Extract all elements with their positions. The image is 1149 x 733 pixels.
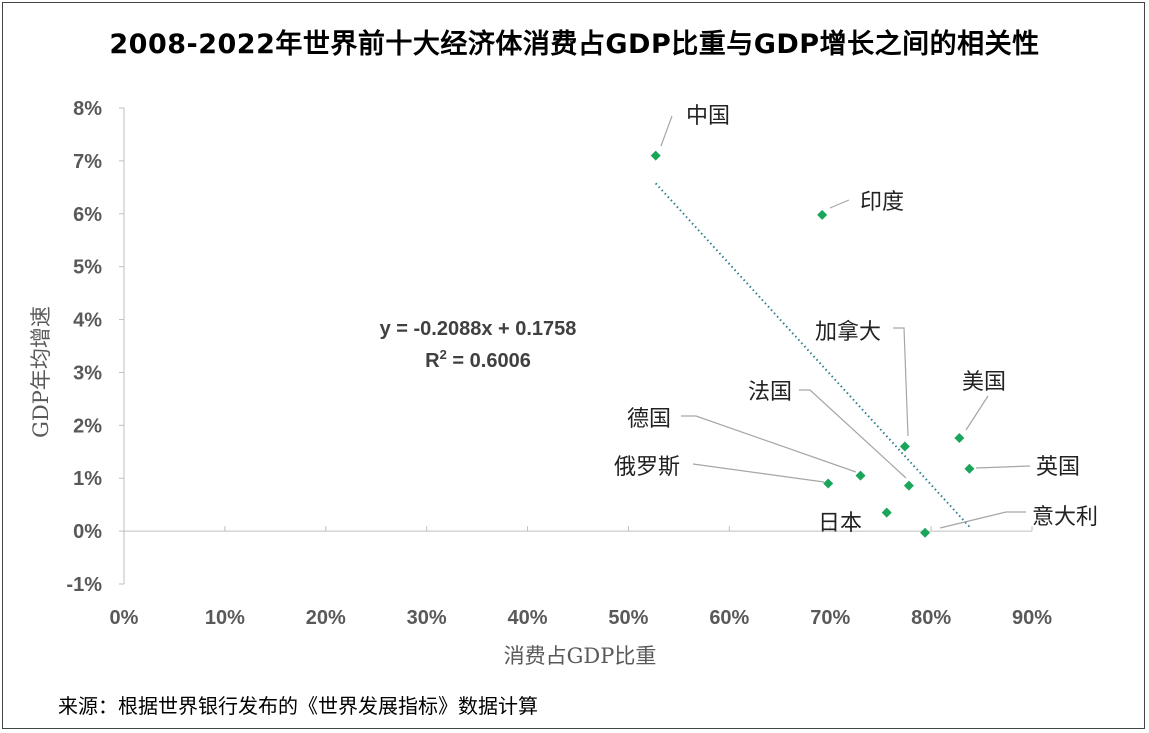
x-tick-label: 40% <box>508 607 548 629</box>
r-squared-prefix: R <box>425 350 440 372</box>
leader-line <box>692 463 825 483</box>
data-point <box>899 441 910 452</box>
y-tick-label: 5% <box>73 257 102 279</box>
data-points <box>650 150 975 538</box>
y-tick-label: 8% <box>73 98 102 120</box>
tick-labels: -1% 0% 1% 2% 3% 4% 5% 6% 7% 8% 0% 10% 20% 30% 40% 50% 60… <box>66 98 1052 629</box>
x-tick-label: 60% <box>709 607 749 629</box>
x-tick-label: 20% <box>306 607 346 629</box>
y-tick-label: 7% <box>73 151 102 173</box>
point-label: 美国 <box>962 370 1006 395</box>
data-point <box>881 507 892 518</box>
data-point <box>903 480 914 491</box>
x-tick-label: 70% <box>810 607 850 629</box>
point-label: 日本 <box>818 511 862 536</box>
x-tick-label: 90% <box>1012 607 1052 629</box>
leader-line <box>829 199 850 209</box>
leader-line <box>893 327 909 437</box>
data-point <box>920 527 931 538</box>
point-label: 印度 <box>860 190 904 215</box>
y-tick-label: 2% <box>73 415 102 437</box>
point-label: 意大利 <box>1032 505 1098 530</box>
y-tick-label: -1% <box>66 574 102 596</box>
x-tick-label: 50% <box>608 607 648 629</box>
data-point <box>650 150 661 161</box>
r-squared-value: = 0.6006 <box>447 350 531 372</box>
point-label: 英国 <box>1036 455 1080 480</box>
chart-title: 2008-2022年世界前十大经济体消费占GDP比重与GDP增长之间的相关性 <box>109 29 1040 60</box>
x-tick-label: 0% <box>110 607 139 629</box>
point-label: 加拿大 <box>815 319 881 345</box>
x-tick-label: 10% <box>205 607 245 629</box>
leader-line <box>965 395 989 431</box>
y-axis-title: GDP年均增速 <box>29 306 53 438</box>
x-tick-label: 80% <box>911 607 951 629</box>
data-point <box>817 209 828 220</box>
x-tick-label: 30% <box>407 607 447 629</box>
y-tick-label: 4% <box>73 310 102 332</box>
leader-line <box>799 389 907 479</box>
r-squared-superscript: 2 <box>440 347 447 362</box>
leader-line <box>939 511 1026 529</box>
trendline <box>654 182 971 528</box>
y-tick-label: 0% <box>73 521 102 543</box>
leader-line <box>681 415 857 473</box>
trendline-line <box>654 182 971 528</box>
leader-line <box>660 115 673 147</box>
source-note: 来源：根据世界银行发布的《世界发展指标》数据计算 <box>58 694 538 718</box>
y-tick-label: 3% <box>73 362 102 384</box>
x-axis-title: 消费占GDP比重 <box>504 644 657 668</box>
y-tick-label: 1% <box>73 468 102 490</box>
trendline-equation: y = -0.2088x + 0.1758 <box>380 318 577 340</box>
leader-lines <box>660 115 1031 529</box>
point-label: 法国 <box>748 380 792 405</box>
axes <box>119 107 1033 585</box>
point-label: 德国 <box>627 407 671 432</box>
r-squared: R2 = 0.6006 <box>425 347 531 372</box>
data-point <box>954 433 965 444</box>
data-point <box>855 470 866 481</box>
point-label: 中国 <box>686 104 730 129</box>
y-tick-label: 6% <box>73 204 102 226</box>
point-label: 俄罗斯 <box>614 455 680 480</box>
leader-line <box>975 465 1031 469</box>
data-point <box>823 478 834 489</box>
data-point <box>964 463 975 474</box>
